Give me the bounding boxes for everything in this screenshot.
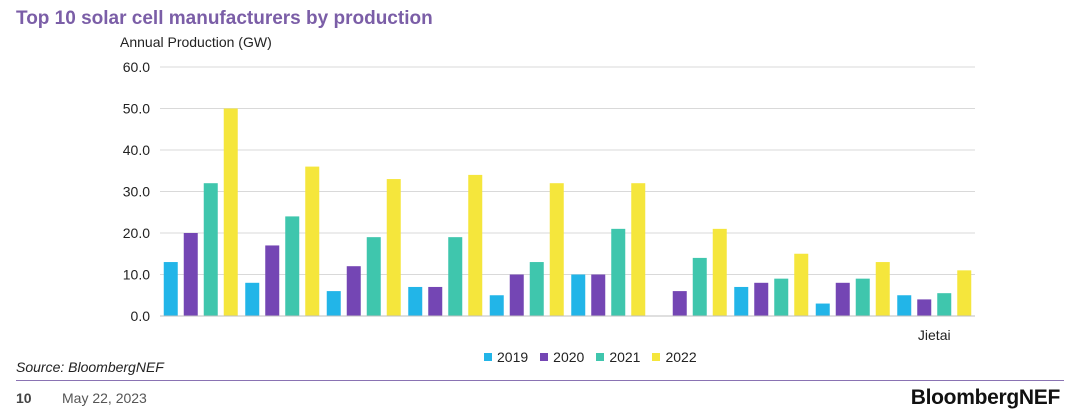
bar-2022 xyxy=(223,108,238,316)
y-tick-label: 50.0 xyxy=(123,101,150,117)
x-tick-label: Jietai xyxy=(918,327,951,343)
chart-title: Top 10 solar cell manufacturers by produ… xyxy=(16,8,433,29)
legend-item-2021: 2021 xyxy=(596,349,640,365)
y-tick-label: 20.0 xyxy=(123,225,150,241)
y-axis-label: Annual Production (GW) xyxy=(120,34,272,50)
y-tick-label: 30.0 xyxy=(123,184,150,200)
bar-2019 xyxy=(408,286,423,316)
bar-2019 xyxy=(245,282,260,316)
bar-2021 xyxy=(203,183,218,316)
bar-2022 xyxy=(875,262,890,316)
footer-date: May 22, 2023 xyxy=(62,390,147,406)
bar-2020 xyxy=(591,274,606,316)
bar-2021 xyxy=(855,278,870,316)
bar-2020 xyxy=(917,299,932,316)
chart-legend: 2019 2020 2021 2022 xyxy=(484,349,697,365)
bar-2021 xyxy=(529,262,544,316)
bar-2020 xyxy=(835,282,850,316)
y-tick-label: 60.0 xyxy=(123,59,150,75)
bar-2019 xyxy=(163,262,178,316)
bar-2021 xyxy=(611,228,626,316)
legend-item-2020: 2020 xyxy=(540,349,584,365)
y-tick-label: 40.0 xyxy=(123,142,150,158)
bar-2021 xyxy=(774,278,789,316)
legend-swatch-2022 xyxy=(652,353,661,361)
legend-swatch-2020 xyxy=(540,353,549,361)
bar-2019 xyxy=(326,291,341,316)
legend-swatch-2021 xyxy=(596,353,605,361)
y-tick-label: 0.0 xyxy=(131,308,151,324)
bar-2021 xyxy=(366,237,381,316)
legend-label-2022: 2022 xyxy=(665,349,697,365)
bar-2019 xyxy=(897,295,912,316)
bar-2022 xyxy=(794,253,809,316)
y-tick-label: 10.0 xyxy=(123,267,150,283)
legend-item-2019: 2019 xyxy=(484,349,528,365)
footer-divider xyxy=(16,380,1064,381)
legend-item-2022: 2022 xyxy=(652,349,697,365)
bar-2020 xyxy=(428,286,443,316)
bar-2020 xyxy=(346,266,361,316)
legend-label-2019: 2019 xyxy=(497,349,529,365)
bar-2021 xyxy=(285,216,300,316)
bar-2020 xyxy=(754,282,769,316)
bar-2020 xyxy=(265,245,280,316)
bar-2019 xyxy=(734,286,749,316)
source-note: Source: BloombergNEF xyxy=(16,359,164,375)
bar-2019 xyxy=(571,274,586,316)
bar-2022 xyxy=(549,183,564,316)
bar-2022 xyxy=(712,228,727,316)
bar-2019 xyxy=(815,303,830,316)
bar-2022 xyxy=(305,166,320,316)
legend-label-2021: 2021 xyxy=(609,349,641,365)
bar-2022 xyxy=(468,174,483,316)
bar-2020 xyxy=(509,274,524,316)
bar-2020 xyxy=(183,233,198,316)
bar-2021 xyxy=(448,237,463,316)
bar-2022 xyxy=(386,179,401,316)
bar-2022 xyxy=(957,270,972,316)
bar-2020 xyxy=(672,291,687,316)
brand-logo: BloombergNEF xyxy=(910,386,1061,409)
legend-label-2020: 2020 xyxy=(553,349,585,365)
legend-swatch-2019 xyxy=(484,353,492,361)
bar-2021 xyxy=(937,293,952,316)
bar-2019 xyxy=(489,295,504,316)
bar-2021 xyxy=(692,257,707,316)
bar-2022 xyxy=(631,183,646,316)
page-number: 10 xyxy=(16,390,32,406)
